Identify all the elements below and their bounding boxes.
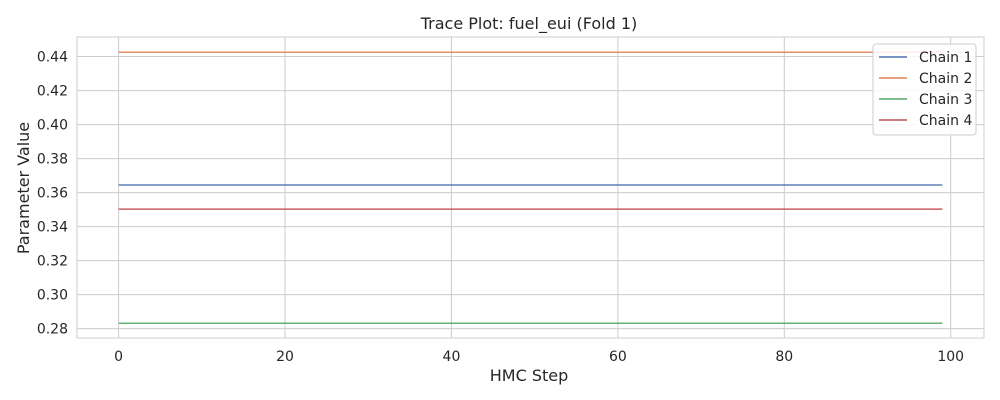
- y-tick-label: 0.34: [37, 220, 68, 236]
- y-axis-ticks: 0.28 0.30 0.32 0.34 0.36 0.38 0.40 0.42 0.44: [37, 50, 68, 338]
- x-axis-ticks: 0 20 40 60 80 100: [114, 349, 964, 365]
- y-tick-label: 0.32: [37, 254, 68, 270]
- legend: Chain 1 Chain 2 Chain 3 Chain 4: [872, 43, 977, 136]
- plot-background: [77, 37, 984, 338]
- series-lines: [118, 51, 943, 324]
- y-axis-label: Parameter Value: [14, 122, 33, 254]
- y-tick-label: 0.28: [37, 322, 68, 338]
- chart-title: Trace Plot: fuel_eui (Fold 1): [420, 14, 638, 34]
- x-tick-label: 20: [276, 349, 294, 365]
- x-tick-label: 40: [443, 349, 461, 365]
- x-tick-label: 100: [937, 349, 964, 365]
- legend-box: [872, 43, 977, 136]
- y-tick-label: 0.30: [37, 288, 68, 304]
- legend-label-chain-2: Chain 2: [919, 71, 972, 87]
- plot-area: [76, 36, 985, 339]
- y-tick-label: 0.44: [37, 50, 68, 66]
- plot-frame: [76, 36, 985, 339]
- grid-lines: [77, 37, 984, 338]
- x-tick-label: 80: [775, 349, 793, 365]
- x-axis-label: HMC Step: [490, 366, 569, 385]
- y-tick-label: 0.38: [37, 152, 68, 168]
- x-tick-label: 0: [114, 349, 123, 365]
- legend-label-chain-4: Chain 4: [919, 113, 972, 129]
- legend-label-chain-3: Chain 3: [919, 92, 972, 108]
- x-tick-label: 60: [609, 349, 627, 365]
- y-tick-label: 0.40: [37, 118, 68, 134]
- legend-label-chain-1: Chain 1: [919, 50, 972, 66]
- y-tick-label: 0.36: [37, 186, 68, 202]
- y-tick-label: 0.42: [37, 84, 68, 100]
